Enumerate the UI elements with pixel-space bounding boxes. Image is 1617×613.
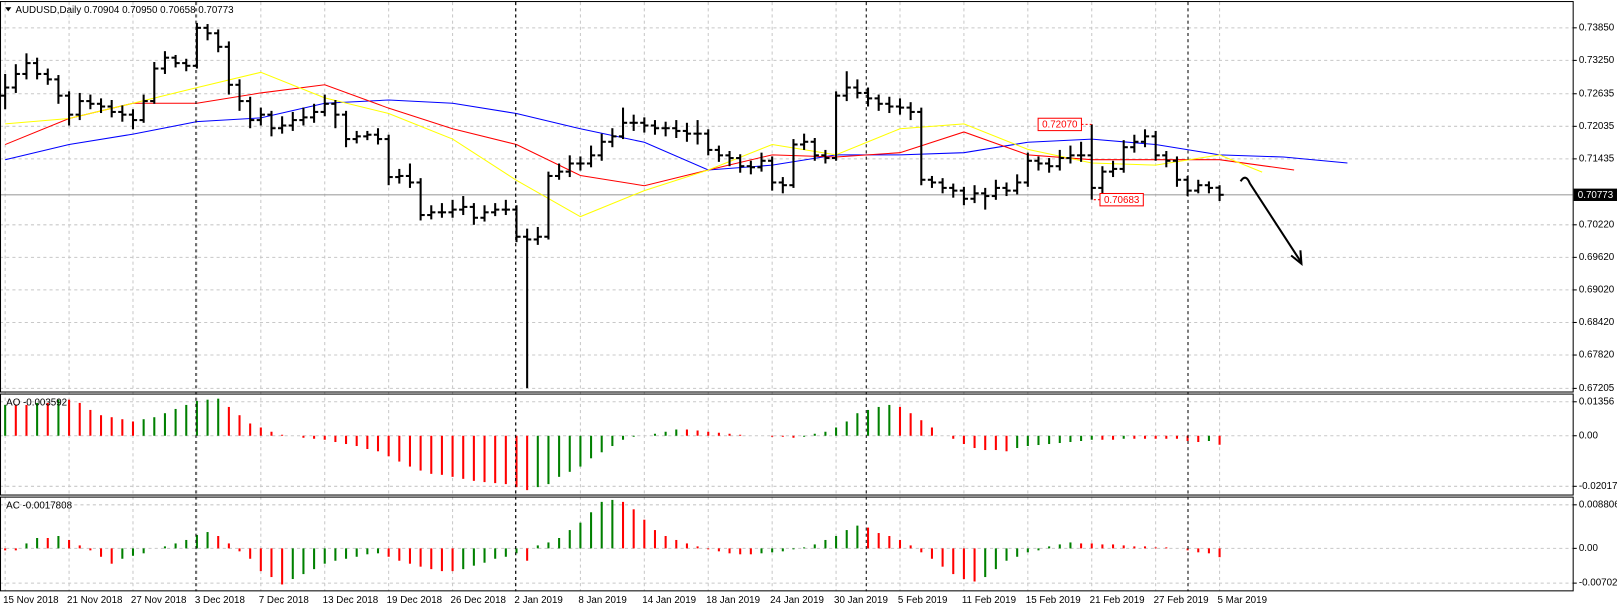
x-tick-label: 5 Feb 2019 <box>898 595 948 606</box>
x-tick-label: 11 Feb 2019 <box>962 595 1016 606</box>
x-tick-label: 5 Mar 2019 <box>1218 595 1268 606</box>
panel-title: AC -0.0017808 <box>6 500 72 511</box>
y-tick-label: 0.0088061 <box>1579 499 1617 510</box>
y-tick-label: 0.67820 <box>1579 350 1615 361</box>
marks-layer <box>1 22 1348 585</box>
annotation-box <box>1037 117 1082 132</box>
x-tick-label: 27 Feb 2019 <box>1154 595 1209 606</box>
y-tick-label: 0.73250 <box>1579 55 1615 66</box>
y-tick-label: 0.72635 <box>1579 88 1615 99</box>
x-tick-label: 8 Jan 2019 <box>578 595 626 606</box>
y-tick-label: 0.70220 <box>1579 219 1615 230</box>
x-tick-label: 7 Dec 2018 <box>259 595 310 606</box>
arrow-head <box>1290 250 1303 267</box>
y-tick-label: -0.020176 <box>1579 481 1617 492</box>
y-tick-label: 0.00 <box>1579 543 1599 554</box>
arrow-line <box>1239 176 1303 264</box>
x-tick-label: 26 Dec 2018 <box>451 595 507 606</box>
ao-frame <box>0 393 1574 496</box>
annotation-box <box>1099 192 1144 207</box>
panel-title: AO -0.003592 <box>6 397 67 408</box>
x-tick-label: 21 Feb 2019 <box>1090 595 1145 606</box>
x-tick-label: 15 Nov 2018 <box>3 595 59 606</box>
y-tick-label: 0.69020 <box>1579 285 1615 296</box>
x-tick-label: 27 Nov 2018 <box>131 595 187 606</box>
annotation-label: 0.72070 <box>1042 120 1078 131</box>
y-tick-label: 0.68420 <box>1579 317 1615 328</box>
x-tick-label: 3 Dec 2018 <box>195 595 246 606</box>
y-tick-label: 0.73850 <box>1579 22 1615 33</box>
y-tick-label: -0.0070277 <box>1579 578 1617 589</box>
labels-layer: 0.73850 0.73250 0.72635 0.72035 0.71435 0.702… <box>3 5 1617 606</box>
y-tick-label: 0.69620 <box>1579 252 1615 263</box>
x-tick-label: 14 Jan 2019 <box>642 595 696 606</box>
x-tick-label: 15 Feb 2019 <box>1026 595 1081 606</box>
month-separators <box>195 2 1189 592</box>
x-tick-label: 18 Jan 2019 <box>706 595 760 606</box>
frames <box>0 1 1574 592</box>
trend-arrow <box>1239 176 1303 267</box>
y-tick-label: 0.00 <box>1579 430 1599 441</box>
y-tick-label: 0.72035 <box>1579 121 1615 132</box>
y-tick-label: 0.71435 <box>1579 153 1615 164</box>
annotation-label: 0.70683 <box>1104 195 1140 206</box>
x-tick-label: 24 Jan 2019 <box>770 595 824 606</box>
x-tick-label: 2 Jan 2019 <box>514 595 562 606</box>
x-tick-label: 13 Dec 2018 <box>323 595 379 606</box>
main-frame <box>0 1 1574 393</box>
x-tick-label: 21 Nov 2018 <box>67 595 123 606</box>
current-price-label: 0.70773 <box>1578 190 1614 201</box>
x-tick-label: 30 Jan 2019 <box>834 595 888 606</box>
current-price-tag <box>1573 188 1617 201</box>
x-tick-label: 19 Dec 2018 <box>387 595 443 606</box>
panel-title: AUDUSD,Daily 0.70904 0.70950 0.70658 0.7… <box>15 5 234 16</box>
ac-frame <box>0 496 1574 592</box>
grid-layer <box>0 2 1573 592</box>
y-tick-label: 0.67205 <box>1579 383 1615 394</box>
y-tick-label: 0.01356 <box>1579 396 1615 407</box>
menu-triangle[interactable] <box>5 7 12 12</box>
